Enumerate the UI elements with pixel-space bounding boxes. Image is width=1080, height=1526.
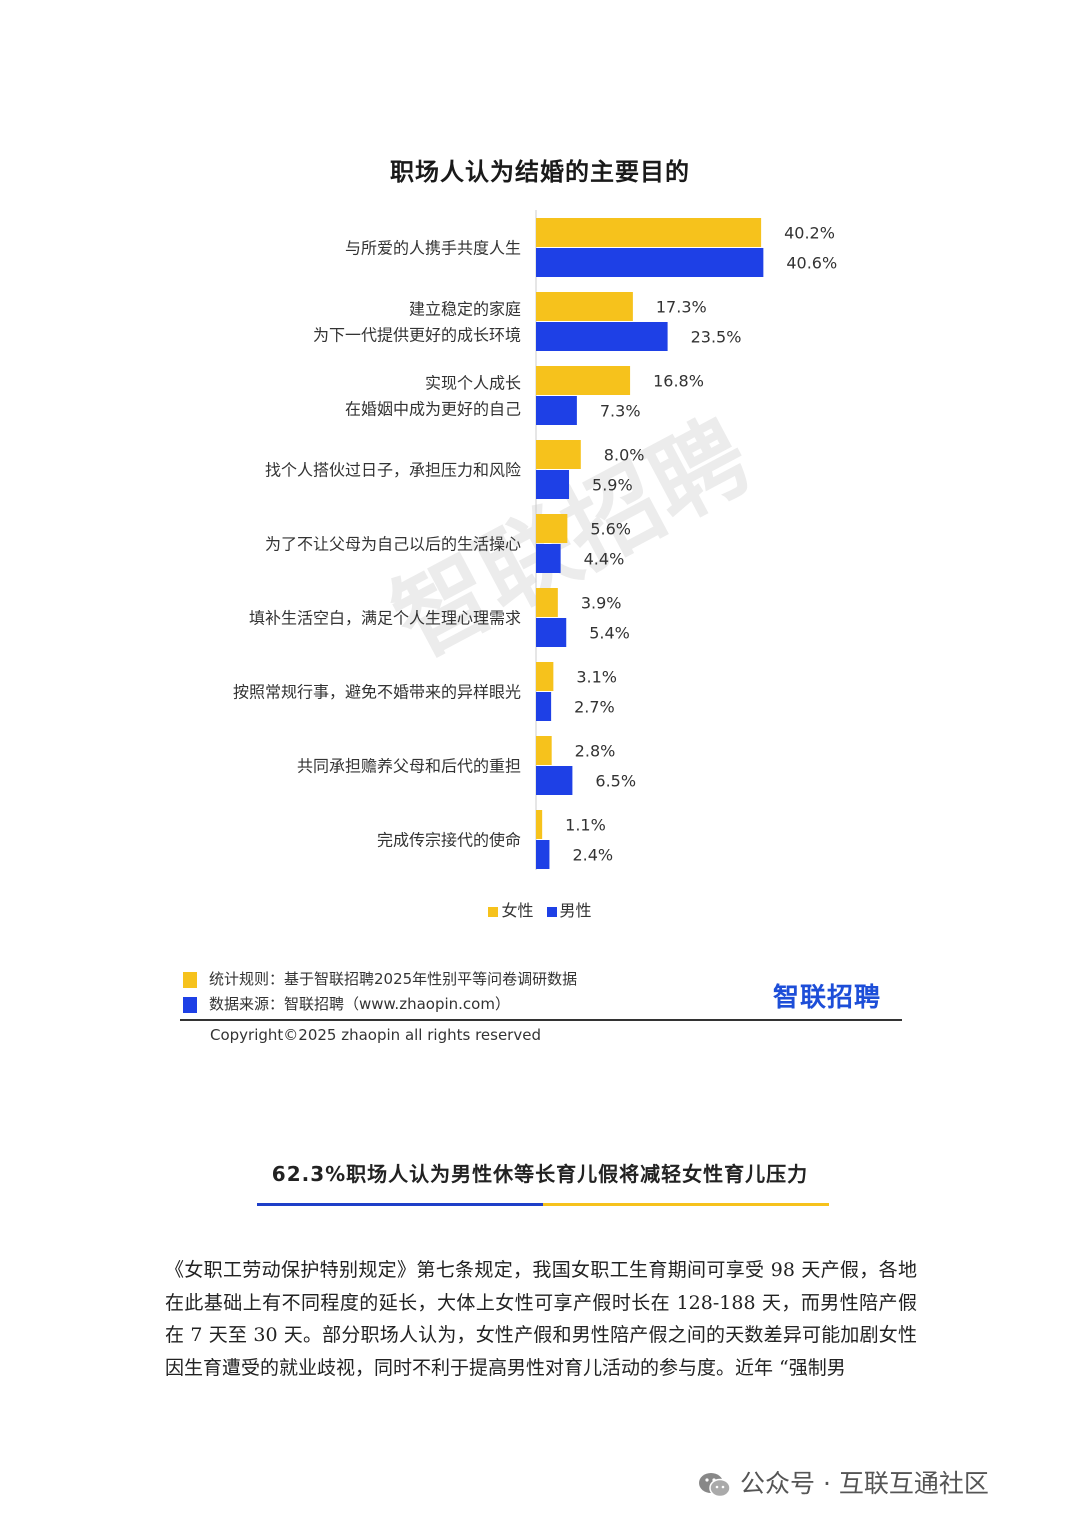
bar-male bbox=[536, 692, 552, 721]
bar-female bbox=[536, 292, 633, 321]
data-label: 2.4% bbox=[572, 846, 613, 865]
category-label: 共同承担赡养父母和后代的重担 bbox=[297, 757, 521, 776]
data-label: 5.9% bbox=[592, 476, 633, 495]
bar-female bbox=[536, 662, 554, 691]
footer-source-text: 数据来源：智联招聘（www.zhaopin.com） bbox=[209, 995, 510, 1013]
legend-item-male: 男性 bbox=[546, 901, 592, 920]
legend-label-male: 男性 bbox=[559, 901, 592, 920]
category-label: 按照常规行事，避免不婚带来的异样眼光 bbox=[233, 683, 521, 702]
data-label: 5.6% bbox=[590, 520, 631, 539]
legend-item-female: 女性 bbox=[488, 901, 533, 920]
legend-swatch-female bbox=[488, 906, 499, 917]
footer-source-note: 数据来源：智联招聘（www.zhaopin.com） bbox=[183, 993, 510, 1014]
data-label: 2.8% bbox=[575, 742, 616, 761]
bar-male bbox=[536, 248, 764, 277]
bar-female bbox=[536, 366, 631, 395]
footer-rule-text: 统计规则：基于智联招聘2025年性别平等问卷调研数据 bbox=[209, 970, 578, 988]
category-label: 在婚姻中成为更好的自己 bbox=[345, 400, 521, 419]
body-paragraph: 《女职工劳动保护特别规定》第七条规定，我国女职工生育期间可享受 98 天产假，各… bbox=[165, 1259, 917, 1379]
category-label: 为了不让父母为自己以后的生活操心 bbox=[265, 535, 521, 554]
data-label: 8.0% bbox=[604, 446, 645, 465]
wechat-icon bbox=[699, 1473, 731, 1498]
bar-chart: 与所爱的人携手共度人生 40.2% 40.6% 建立稳定的家庭为下一代提供更好的成长环… bbox=[233, 210, 837, 870]
data-label: 3.1% bbox=[576, 668, 617, 687]
bar-female bbox=[536, 736, 552, 765]
chart-title: 职场人认为结婚的主要目的 bbox=[390, 158, 690, 186]
category-label: 实现个人成长 bbox=[425, 374, 521, 393]
data-label: 16.8% bbox=[653, 372, 704, 391]
data-label: 5.4% bbox=[589, 624, 630, 643]
data-label: 4.4% bbox=[584, 550, 625, 569]
data-label: 40.6% bbox=[786, 254, 837, 273]
data-label: 17.3% bbox=[656, 298, 707, 317]
legend: 女性 男性 bbox=[0, 897, 1080, 921]
bar-female bbox=[536, 810, 543, 839]
bar-male bbox=[536, 396, 577, 425]
bar-male bbox=[536, 840, 550, 869]
data-label: 7.3% bbox=[600, 402, 641, 421]
bar-male bbox=[536, 618, 567, 647]
yellow-square-icon bbox=[183, 971, 197, 988]
bar-female bbox=[536, 514, 568, 543]
legend-label-female: 女性 bbox=[501, 901, 534, 920]
bar-male bbox=[536, 766, 573, 795]
brand-logo: 智联招聘 bbox=[773, 983, 882, 1013]
data-label: 6.5% bbox=[595, 772, 636, 791]
data-label: 1.1% bbox=[565, 816, 606, 835]
wechat-signature: 公众号 · 互联互通社区 bbox=[698, 1464, 989, 1500]
bar-female bbox=[536, 440, 581, 469]
category-label: 找个人搭伙过日子，承担压力和风险 bbox=[265, 461, 521, 480]
blue-square-icon bbox=[183, 996, 197, 1013]
bar-female bbox=[536, 588, 558, 617]
bar-male bbox=[536, 470, 570, 499]
category-label: 完成传宗接代的使命 bbox=[377, 831, 521, 850]
bar-male bbox=[536, 544, 561, 573]
footer-divider bbox=[180, 1019, 902, 1021]
bar-male bbox=[536, 322, 668, 351]
section-title: 62.3%职场人认为男性休等长育儿假将减轻女性育儿压力 bbox=[271, 1162, 809, 1186]
signature-text: 公众号 · 互联互通社区 bbox=[740, 1469, 989, 1498]
category-label: 填补生活空白，满足个人生理心理需求 bbox=[249, 609, 521, 628]
legend-swatch-male bbox=[546, 906, 557, 917]
data-label: 40.2% bbox=[784, 224, 835, 243]
data-label: 23.5% bbox=[691, 328, 742, 347]
section-title-underline bbox=[257, 1203, 829, 1206]
copyright-text: Copyright©2025 zhaopin all rights reserv… bbox=[210, 1026, 541, 1044]
data-label: 2.7% bbox=[574, 698, 615, 717]
bar-female bbox=[536, 218, 762, 247]
footer-rule-note: 统计规则：基于智联招聘2025年性别平等问卷调研数据 bbox=[183, 968, 577, 989]
data-label: 3.9% bbox=[581, 594, 622, 613]
category-label: 为下一代提供更好的成长环境 bbox=[313, 326, 521, 345]
category-label: 建立稳定的家庭 bbox=[409, 300, 521, 319]
category-label: 与所爱的人携手共度人生 bbox=[345, 239, 521, 258]
